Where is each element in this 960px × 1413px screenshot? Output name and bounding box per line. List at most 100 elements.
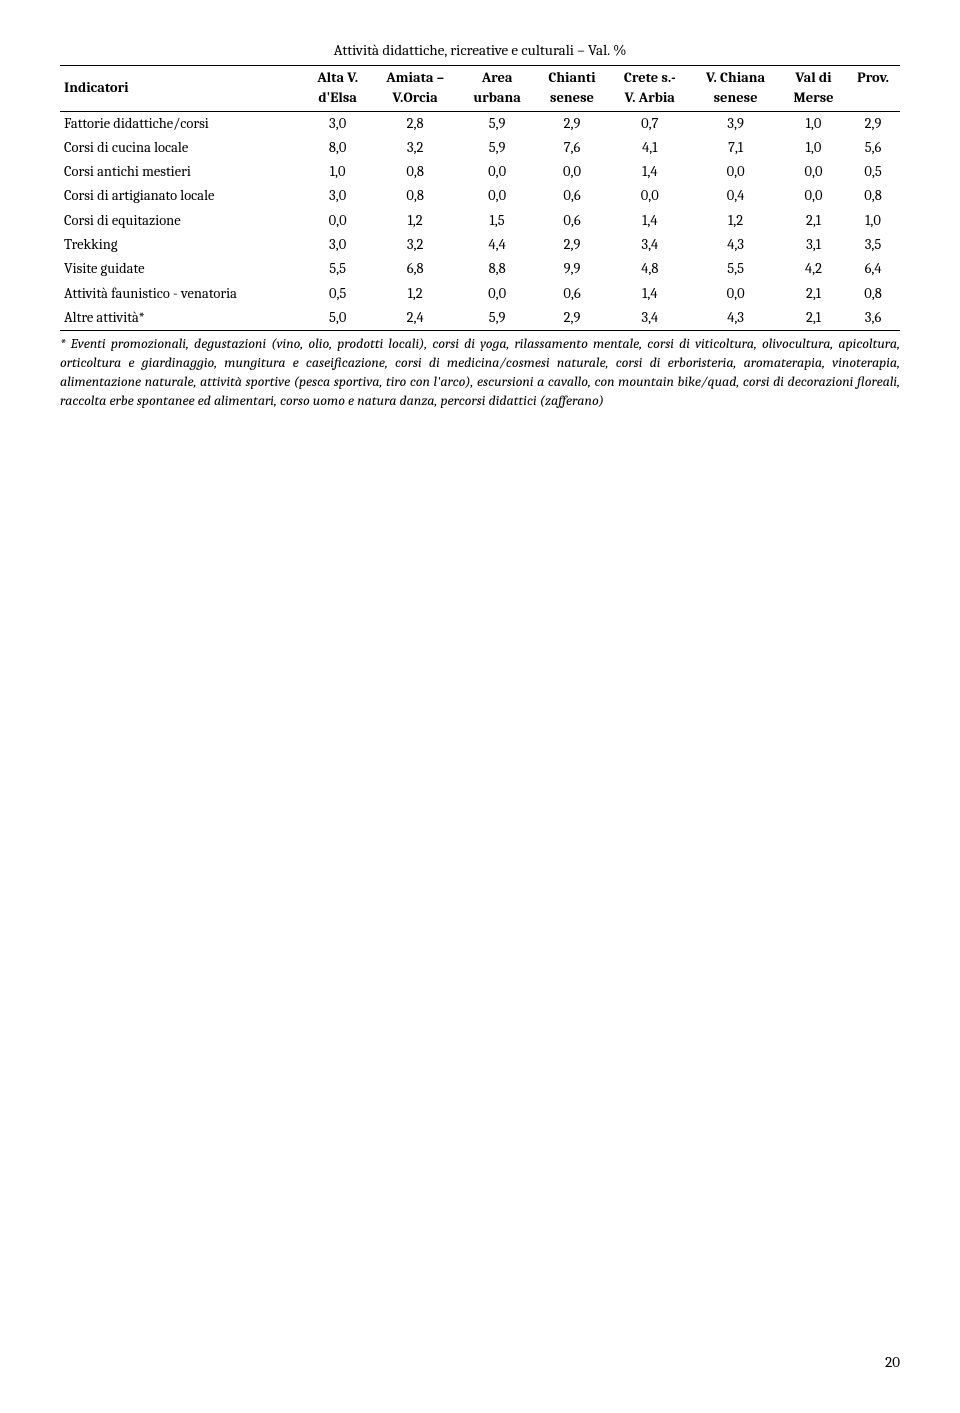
- col-chianti: Chianti senese: [535, 66, 610, 112]
- cell-value: 3,9: [690, 111, 781, 136]
- cell-value: 3,0: [305, 111, 371, 136]
- data-table: Indicatori Alta V. d'Elsa Amiata – V.Orc…: [60, 65, 900, 331]
- col-area: Area urbana: [460, 66, 535, 112]
- row-label: Corsi di artigianato locale: [60, 184, 305, 208]
- table-row: Corsi di equitazione0,01,21,50,61,41,22,…: [60, 209, 900, 233]
- cell-value: 0,0: [781, 160, 846, 184]
- table-row: Corsi di cucina locale8,03,25,97,64,17,1…: [60, 136, 900, 160]
- table-row: Visite guidate5,56,88,89,94,85,54,26,4: [60, 257, 900, 281]
- cell-value: 4,2: [781, 257, 846, 281]
- cell-value: 1,4: [609, 160, 690, 184]
- cell-value: 0,8: [846, 282, 900, 306]
- cell-value: 0,5: [305, 282, 371, 306]
- cell-value: 0,4: [690, 184, 781, 208]
- row-label: Trekking: [60, 233, 305, 257]
- col-crete: Crete s.- V. Arbia: [609, 66, 690, 112]
- cell-value: 3,0: [305, 233, 371, 257]
- col-label-l2: Merse: [785, 88, 842, 108]
- cell-value: 5,6: [846, 136, 900, 160]
- cell-value: 0,8: [846, 184, 900, 208]
- row-label: Altre attività*: [60, 306, 305, 331]
- cell-value: 1,2: [371, 209, 460, 233]
- row-label: Attività faunistico - venatoria: [60, 282, 305, 306]
- cell-value: 0,0: [460, 160, 535, 184]
- cell-value: 3,5: [846, 233, 900, 257]
- col-amiata: Amiata – V.Orcia: [371, 66, 460, 112]
- cell-value: 1,0: [305, 160, 371, 184]
- col-label: Prov.: [857, 69, 889, 86]
- footnote-text: * Eventi promozionali, degustazioni (vin…: [60, 335, 900, 411]
- cell-value: 0,6: [535, 282, 610, 306]
- row-label: Corsi di cucina locale: [60, 136, 305, 160]
- cell-value: 0,5: [846, 160, 900, 184]
- table-body: Fattorie didattiche/corsi3,02,85,92,90,7…: [60, 111, 900, 331]
- cell-value: 0,0: [609, 184, 690, 208]
- col-label-l2: senese: [694, 88, 777, 108]
- col-merse: Val di Merse: [781, 66, 846, 112]
- cell-value: 4,1: [609, 136, 690, 160]
- cell-value: 0,0: [690, 282, 781, 306]
- cell-value: 4,8: [609, 257, 690, 281]
- cell-value: 7,6: [535, 136, 610, 160]
- col-label-l1: V. Chiana: [694, 68, 777, 88]
- cell-value: 3,1: [781, 233, 846, 257]
- cell-value: 0,6: [535, 209, 610, 233]
- cell-value: 1,4: [609, 282, 690, 306]
- cell-value: 8,8: [460, 257, 535, 281]
- cell-value: 1,2: [371, 282, 460, 306]
- cell-value: 3,0: [305, 184, 371, 208]
- cell-value: 0,8: [371, 160, 460, 184]
- cell-value: 2,8: [371, 111, 460, 136]
- col-chiana: V. Chiana senese: [690, 66, 781, 112]
- cell-value: 5,9: [460, 306, 535, 331]
- col-label-l2: V.Orcia: [375, 88, 456, 108]
- table-row: Corsi antichi mestieri1,00,80,00,01,40,0…: [60, 160, 900, 184]
- header-row: Indicatori Alta V. d'Elsa Amiata – V.Orc…: [60, 66, 900, 112]
- cell-value: 3,2: [371, 136, 460, 160]
- cell-value: 3,6: [846, 306, 900, 331]
- cell-value: 3,4: [609, 233, 690, 257]
- cell-value: 0,8: [371, 184, 460, 208]
- cell-value: 5,0: [305, 306, 371, 331]
- row-label: Fattorie didattiche/corsi: [60, 111, 305, 136]
- cell-value: 9,9: [535, 257, 610, 281]
- cell-value: 0,0: [460, 184, 535, 208]
- col-label: Indicatori: [64, 79, 129, 96]
- cell-value: 0,0: [535, 160, 610, 184]
- cell-value: 1,0: [781, 111, 846, 136]
- cell-value: 1,4: [609, 209, 690, 233]
- col-alta-v: Alta V. d'Elsa: [305, 66, 371, 112]
- page-number: 20: [885, 1352, 900, 1373]
- cell-value: 2,9: [535, 111, 610, 136]
- cell-value: 0,6: [535, 184, 610, 208]
- cell-value: 2,1: [781, 209, 846, 233]
- cell-value: 4,3: [690, 233, 781, 257]
- cell-value: 2,9: [535, 233, 610, 257]
- cell-value: 1,5: [460, 209, 535, 233]
- cell-value: 0,0: [460, 282, 535, 306]
- table-row: Attività faunistico - venatoria0,51,20,0…: [60, 282, 900, 306]
- cell-value: 0,0: [781, 184, 846, 208]
- cell-value: 5,5: [305, 257, 371, 281]
- col-label-l1: Area: [464, 68, 531, 88]
- cell-value: 1,0: [846, 209, 900, 233]
- cell-value: 2,4: [371, 306, 460, 331]
- cell-value: 3,2: [371, 233, 460, 257]
- cell-value: 2,9: [846, 111, 900, 136]
- cell-value: 6,4: [846, 257, 900, 281]
- col-label-l1: Alta V.: [309, 68, 367, 88]
- col-label-l1: Amiata –: [375, 68, 456, 88]
- col-label-l1: Crete s.-: [613, 68, 686, 88]
- cell-value: 8,0: [305, 136, 371, 160]
- cell-value: 0,7: [609, 111, 690, 136]
- table-row: Fattorie didattiche/corsi3,02,85,92,90,7…: [60, 111, 900, 136]
- cell-value: 6,8: [371, 257, 460, 281]
- cell-value: 7,1: [690, 136, 781, 160]
- table-title: Attività didattiche, ricreative e cultur…: [60, 40, 900, 61]
- col-label-l1: Val di: [785, 68, 842, 88]
- cell-value: 1,0: [781, 136, 846, 160]
- cell-value: 3,4: [609, 306, 690, 331]
- col-prov: Prov.: [846, 66, 900, 112]
- col-label-l1: Chianti: [539, 68, 606, 88]
- table-row: Corsi di artigianato locale3,00,80,00,60…: [60, 184, 900, 208]
